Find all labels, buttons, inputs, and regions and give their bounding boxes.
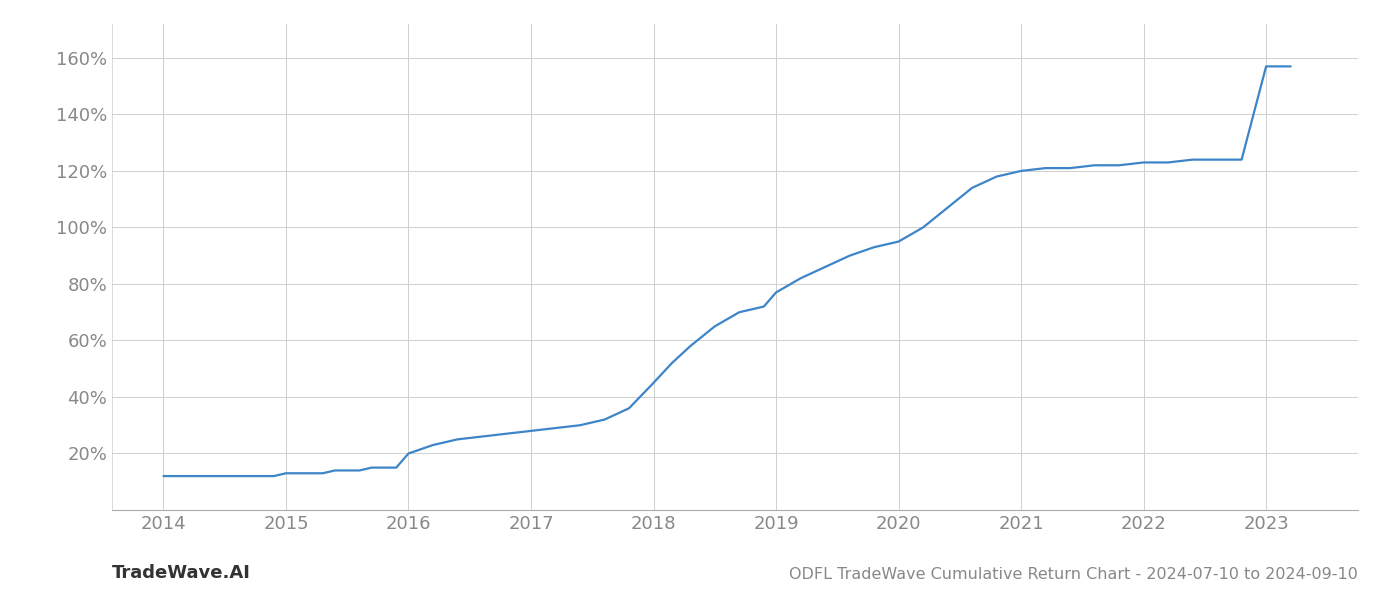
Text: ODFL TradeWave Cumulative Return Chart - 2024-07-10 to 2024-09-10: ODFL TradeWave Cumulative Return Chart -… — [790, 567, 1358, 582]
Text: TradeWave.AI: TradeWave.AI — [112, 564, 251, 582]
